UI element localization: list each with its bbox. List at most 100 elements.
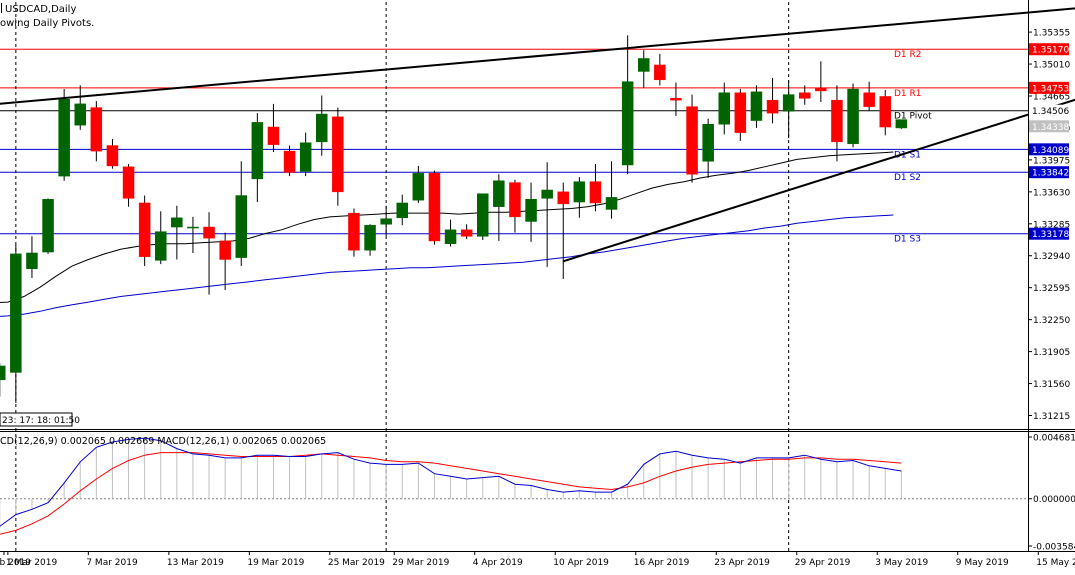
bear-candle bbox=[766, 99, 779, 114]
price-tick-label: 1.35355 bbox=[1033, 29, 1070, 39]
price-tick-label: 1.32940 bbox=[1033, 252, 1070, 262]
pivot-label: D1 Pivot bbox=[894, 112, 932, 122]
price-tick-label: 1.34665 bbox=[1033, 92, 1070, 102]
price-tag-label: 1.34089 bbox=[1032, 146, 1069, 156]
price-tick-label: 1.31905 bbox=[1033, 348, 1070, 358]
macd-tick-label: -0.003584 bbox=[1033, 543, 1075, 553]
bear-candle bbox=[348, 212, 360, 251]
bull-candle bbox=[573, 181, 586, 203]
bear-candle bbox=[90, 107, 103, 152]
candles bbox=[0, 35, 908, 403]
pivot-label: D1 S3 bbox=[894, 235, 921, 245]
bull-candle bbox=[638, 58, 650, 72]
bear-candle bbox=[557, 191, 569, 205]
bull-candle bbox=[26, 252, 38, 269]
macd-panel bbox=[0, 437, 1028, 535]
price-tag bbox=[1029, 120, 1069, 133]
bull-candle bbox=[364, 224, 376, 251]
bull-candle bbox=[155, 231, 167, 261]
bear-candle bbox=[122, 166, 135, 199]
bull-candle bbox=[42, 199, 54, 253]
bear-candle bbox=[203, 226, 215, 239]
time-tick-label: 25 Mar 2019 bbox=[328, 558, 385, 568]
bear-candle bbox=[460, 229, 473, 237]
bull-candle bbox=[621, 81, 634, 166]
bear-candle bbox=[654, 64, 666, 81]
time-tick-label: 4 Apr 2019 bbox=[473, 558, 523, 568]
indicator-title: owing Daily Pivots. bbox=[0, 18, 94, 29]
price-tick-label: 1.32250 bbox=[1033, 316, 1070, 326]
bull-candle bbox=[251, 122, 264, 180]
price-tag-label: 1.35170 bbox=[1032, 46, 1069, 56]
time-tick-label: 19 Mar 2019 bbox=[247, 558, 304, 568]
time-tick-label: 10 Apr 2019 bbox=[553, 558, 609, 568]
bull-candle bbox=[895, 119, 908, 129]
bull-candle bbox=[750, 91, 763, 121]
price-tag bbox=[1029, 166, 1069, 179]
macd-axis: 0.004681 0.000000 -0.003584 bbox=[1028, 434, 1075, 553]
bear-candle bbox=[863, 92, 875, 107]
bear-candle bbox=[670, 98, 682, 101]
bear-candle bbox=[589, 181, 602, 204]
price-tag-label: 1.33842 bbox=[1032, 169, 1069, 179]
bear-candle bbox=[686, 106, 698, 175]
time-tick-label: 7 Mar 2019 bbox=[86, 558, 138, 568]
bear-candle bbox=[509, 182, 521, 218]
bull-candle bbox=[702, 123, 714, 162]
price-tick-label: 1.35010 bbox=[1033, 61, 1070, 71]
bull-candle bbox=[171, 217, 183, 228]
price-tick-label: 1.31560 bbox=[1033, 380, 1070, 390]
bear-candle bbox=[138, 202, 151, 257]
bull-candle bbox=[396, 202, 408, 219]
price-tick-label: 1.33630 bbox=[1033, 188, 1070, 198]
time-tick-label: 16 Apr 2019 bbox=[634, 558, 690, 568]
trendline bbox=[562, 98, 1075, 263]
bull-candle bbox=[316, 113, 328, 143]
bear-candle bbox=[879, 96, 891, 128]
macd-tick-label: 0.004681 bbox=[1033, 434, 1075, 444]
bull-candle bbox=[541, 189, 553, 199]
time-tick-label: 3 May 2019 bbox=[875, 558, 928, 568]
bull-candle bbox=[718, 92, 730, 125]
symbol-title: USDCAD,Daily bbox=[5, 4, 76, 15]
bear-candle bbox=[734, 92, 747, 133]
trendlines bbox=[0, 7, 1075, 263]
bull-candle bbox=[10, 253, 22, 373]
price-tag bbox=[1029, 143, 1069, 156]
countdown-box bbox=[0, 412, 73, 427]
bear-candle bbox=[332, 116, 344, 193]
bull-candle bbox=[493, 180, 505, 207]
bear-candle bbox=[428, 173, 441, 242]
price-tick-label: 1.33285 bbox=[1033, 220, 1070, 230]
time-tick-label: 9 May 2019 bbox=[956, 558, 1009, 568]
bear-candle bbox=[799, 92, 811, 99]
macd-label: CD(12,26,9) 0.002065 0.002669 MACD(12,26… bbox=[0, 436, 326, 447]
time-tick-label: 13 Mar 2019 bbox=[167, 558, 224, 568]
price-tag-label: 1.33178 bbox=[1032, 230, 1069, 240]
bear-candle bbox=[219, 240, 231, 260]
bull-candle bbox=[74, 103, 86, 126]
pivot-label: D1 R1 bbox=[894, 89, 922, 99]
price-tick-label: 1.31215 bbox=[1033, 412, 1070, 422]
price-tag-label: 1.34338 bbox=[1032, 123, 1069, 133]
bull-candle bbox=[235, 195, 247, 258]
bull-candle bbox=[605, 197, 618, 210]
bull-candle bbox=[299, 142, 312, 172]
bear-candle bbox=[815, 87, 827, 92]
bull-candle bbox=[412, 173, 425, 201]
bull-candle bbox=[380, 218, 392, 225]
bull-candle bbox=[525, 199, 537, 222]
bull-candle bbox=[444, 229, 457, 244]
time-tick-label: 29 Mar 2019 bbox=[392, 558, 449, 568]
price-tick-label: 1.32595 bbox=[1033, 284, 1070, 294]
trendline bbox=[0, 7, 1075, 105]
time-tick-label: 23 Apr 2019 bbox=[714, 558, 770, 568]
price-tag-label: 1.34753 bbox=[1032, 84, 1069, 94]
pivot-label: D1 S1 bbox=[894, 150, 921, 160]
bull-candle bbox=[0, 365, 6, 381]
price-tag bbox=[1029, 227, 1069, 240]
pivot-label: D1 S2 bbox=[894, 173, 921, 183]
macd-main-line bbox=[0, 437, 902, 527]
